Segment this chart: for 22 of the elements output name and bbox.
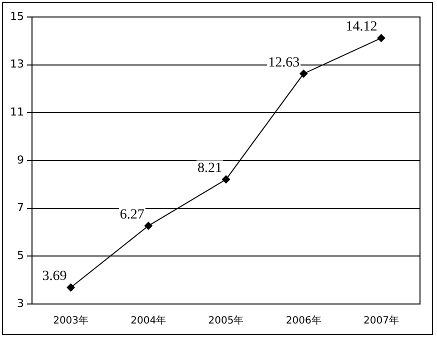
y-tick-label: 11 [10, 106, 24, 119]
x-tick-label: 2005年 [208, 314, 244, 327]
x-tick-label: 2004年 [130, 314, 166, 327]
y-tick-label: 13 [10, 58, 24, 71]
y-tick-label: 3 [16, 296, 24, 310]
data-label: 6.27 [120, 207, 144, 222]
y-tick-label: 9 [16, 153, 24, 166]
y-tick-label: 15 [10, 10, 24, 23]
data-label: 12.63 [268, 55, 300, 70]
x-tick-label: 2003年 [53, 314, 89, 327]
point [377, 34, 386, 42]
point [144, 222, 152, 230]
x-tick-label: 2006年 [286, 314, 322, 327]
y-tick-label: 7 [16, 201, 24, 214]
data-label: 3.69 [42, 269, 67, 284]
data-label: 14.12 [346, 20, 378, 35]
y-tick-label: 5 [16, 249, 24, 262]
point [222, 175, 230, 184]
point [300, 70, 308, 78]
data-label: 8.21 [198, 161, 222, 176]
point [66, 284, 75, 292]
x-tick-label: 2007年 [363, 314, 399, 327]
